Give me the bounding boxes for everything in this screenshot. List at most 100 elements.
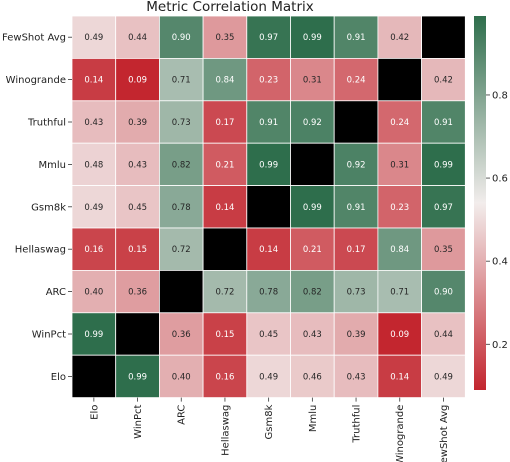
heatmap-cell (158, 142, 204, 186)
row-label: FewShot Avg (2, 33, 66, 44)
heatmap-cell (71, 354, 117, 399)
cell-value-label: 0.36 (128, 288, 147, 298)
cell-value-label: 0.43 (84, 118, 103, 128)
cell-value-label: 0.16 (215, 372, 234, 382)
cell-value-label: 0.42 (434, 76, 453, 86)
cell-value-label: 0.17 (215, 118, 234, 128)
cell-value-label: 0.45 (128, 203, 147, 213)
cell-value-label: 0.23 (259, 76, 278, 86)
cell-value-label: 0.15 (128, 245, 147, 255)
heatmap-cell (290, 354, 335, 399)
heatmap-cell (246, 185, 291, 229)
heatmap-cell (421, 312, 466, 356)
heatmap-cell (290, 100, 335, 144)
column-label: Elo (89, 405, 100, 420)
cell-value-label: 0.21 (215, 160, 234, 170)
cell-value-label: 0.14 (259, 245, 278, 255)
cell-value-label: 0.40 (172, 372, 191, 382)
heatmap-cell (202, 100, 248, 144)
column-label: Winogrande (395, 405, 406, 462)
cell-value-label: 0.91 (434, 118, 453, 128)
heatmap-cell (290, 227, 335, 271)
heatmap-cell (246, 100, 291, 144)
heatmap-cell (377, 15, 422, 59)
column-label: Hellaswag (220, 405, 231, 456)
heatmap-cell (202, 185, 248, 229)
row-label: ARC (46, 287, 66, 298)
cell-value-label: 0.84 (215, 76, 234, 86)
cell-value-label: 0.99 (128, 372, 147, 382)
heatmap-cell (115, 58, 160, 102)
colorbar-tick-label: 0.4 (492, 257, 508, 268)
cell-value-label: 0.46 (303, 372, 322, 382)
colorbar: 0.2 0.4 0.6 0.8 (474, 16, 508, 390)
heatmap-cell (421, 58, 466, 102)
cell-value-label: 0.24 (390, 118, 409, 128)
cell-value-label: 0.49 (84, 203, 103, 213)
cell-value-label: 0.91 (259, 118, 278, 128)
heatmap-cell (115, 227, 160, 271)
heatmap-cell (290, 142, 335, 186)
heatmap-cell (246, 354, 291, 399)
heatmap-cell (333, 269, 379, 314)
cell-value-label: 0.24 (347, 76, 366, 86)
cell-value-label: 0.91 (347, 33, 366, 43)
cell-value-label: 0.73 (172, 118, 191, 128)
heatmap-cell (158, 100, 204, 144)
heatmap-cell (290, 15, 335, 59)
cell-value-label: 0.99 (84, 330, 103, 340)
cell-value-label: 0.48 (84, 160, 103, 170)
row-label: Winogrande (6, 75, 66, 86)
cell-value-label: 0.90 (434, 288, 453, 298)
column-label: Truthful (352, 405, 363, 444)
cell-value-label: 0.09 (390, 330, 409, 340)
heatmap-cell (421, 100, 466, 144)
heatmap-cell (377, 100, 422, 144)
cell-value-label: 0.49 (434, 372, 453, 382)
heatmap-cell (377, 185, 422, 229)
cell-value-label: 0.73 (347, 288, 366, 298)
heatmap-cell (421, 185, 466, 229)
row-label: Gsm8k (31, 202, 66, 213)
cell-value-label: 0.43 (347, 372, 366, 382)
cell-value-label: 0.72 (172, 245, 191, 255)
cell-value-label: 0.21 (303, 245, 322, 255)
column-label: ARC (177, 405, 188, 425)
cell-value-label: 0.97 (434, 203, 453, 213)
cell-value-label: 0.90 (172, 33, 191, 43)
heatmap-cell (333, 354, 379, 399)
cell-value-label: 0.39 (128, 118, 147, 128)
cell-value-label: 0.97 (259, 33, 278, 43)
heatmap-cell (421, 354, 466, 399)
column-label: Gsm8k (264, 404, 275, 439)
heatmap-cell (421, 269, 466, 314)
colorbar-tick-label: 0.8 (492, 90, 508, 101)
heatmap-cell (158, 354, 204, 399)
heatmap-cell (246, 142, 291, 186)
cell-value-label: 0.23 (390, 203, 409, 213)
cell-value-label: 0.49 (84, 33, 103, 43)
heatmap-cell (377, 142, 422, 186)
cell-value-label: 0.82 (303, 288, 322, 298)
heatmap-cell (377, 269, 422, 314)
heatmap-cell (202, 312, 248, 356)
cell-value-label: 0.71 (172, 76, 191, 86)
heatmap-cell (290, 58, 335, 102)
cell-value-label: 0.43 (128, 160, 147, 170)
heatmap-cell (202, 354, 248, 399)
heatmap-cell (158, 15, 204, 59)
cell-value-label: 0.09 (128, 76, 147, 86)
heatmap-cells: 0.49 0.44 0.90 0.35 0.97 0.99 0.91 0.42 0.14 0.09… (71, 15, 466, 399)
cell-value-label: 0.99 (303, 33, 322, 43)
heatmap-cell (71, 269, 117, 314)
cell-value-label: 0.92 (303, 118, 322, 128)
heatmap-cell (333, 100, 379, 144)
cell-value-label: 0.36 (172, 330, 191, 340)
heatmap-cell (115, 269, 160, 314)
cell-value-label: 0.71 (390, 288, 409, 298)
heatmap-cell (202, 227, 248, 271)
cell-value-label: 0.14 (84, 76, 103, 86)
heatmap-cell (115, 312, 160, 356)
cell-value-label: 0.45 (259, 330, 278, 340)
